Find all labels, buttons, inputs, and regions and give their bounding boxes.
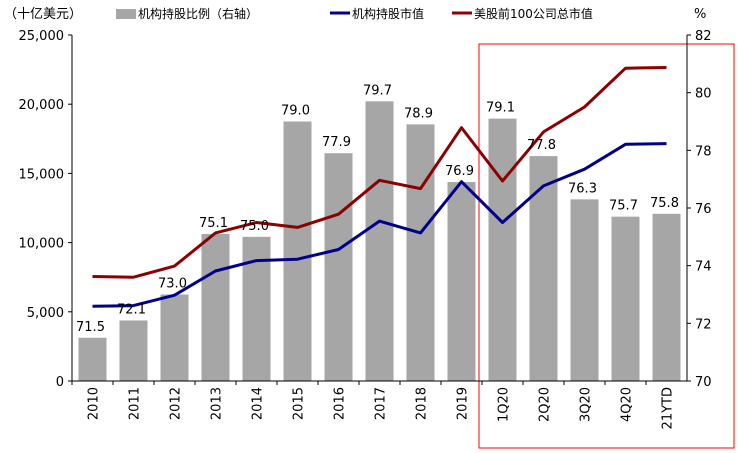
right-tick-label-82: 82 xyxy=(695,29,712,44)
highlight-layer xyxy=(478,43,735,449)
x-tick-label-2018: 2018 xyxy=(415,387,430,420)
bar-2012 xyxy=(160,294,189,381)
bar-value-label-4Q20: 75.7 xyxy=(609,199,638,214)
bar-value-label-1Q20: 79.1 xyxy=(486,101,515,116)
x-tick-label-2Q20: 2Q20 xyxy=(538,387,553,422)
bar-value-label-2019: 76.9 xyxy=(445,164,474,179)
labels-layer: 71.5 72.1 73.0 75.1 75.0 79.0 77.9 79.7 78.9 76.9… xyxy=(76,83,679,334)
bar-value-label-2011: 72.1 xyxy=(117,302,146,317)
x-tick-label-1Q20: 1Q20 xyxy=(497,387,512,422)
bars-layer xyxy=(78,101,681,382)
left-tick-label-25,000: 25,000 xyxy=(19,29,65,44)
left-axis-title: （十亿美元） xyxy=(4,7,82,22)
bar-2013 xyxy=(201,233,230,381)
x-tick-label-21YTD: 21YTD xyxy=(661,387,676,429)
x-tick-label-2012: 2012 xyxy=(169,387,184,420)
legend-swatch-bars xyxy=(116,9,136,19)
bar-value-label-2018: 78.9 xyxy=(404,106,433,121)
x-tick-label-2016: 2016 xyxy=(333,387,348,420)
bar-value-label-2014: 75.0 xyxy=(240,219,269,234)
line-series-1 xyxy=(92,142,667,308)
bar-value-label-2013: 75.1 xyxy=(199,216,228,231)
left-tick-label-10,000: 10,000 xyxy=(19,237,65,252)
bar-value-label-2016: 77.9 xyxy=(322,135,351,150)
bar-2019 xyxy=(447,182,476,381)
right-tick-label-76: 76 xyxy=(695,202,712,217)
bar-value-label-2010: 71.5 xyxy=(76,320,105,335)
legend: 机构持股比例（右轴） 机构持股市值 美股前100公司总市值 xyxy=(116,6,593,21)
bar-value-label-2015: 79.0 xyxy=(281,104,310,119)
bar-1Q20 xyxy=(488,118,517,381)
x-tick-label-2019: 2019 xyxy=(456,387,471,420)
left-tick-label-5,000: 5,000 xyxy=(27,306,64,321)
x-tick-label-3Q20: 3Q20 xyxy=(579,387,594,422)
bar-2017 xyxy=(365,101,394,382)
line-series-2 xyxy=(92,66,667,279)
bar-value-label-3Q20: 76.3 xyxy=(568,181,597,196)
x-tick-label-2011: 2011 xyxy=(128,387,143,420)
bar-value-label-2012: 73.0 xyxy=(158,277,187,292)
bar-2015 xyxy=(283,121,312,381)
highlight-box xyxy=(478,43,735,449)
x-tick-label-2015: 2015 xyxy=(292,387,307,420)
bar-value-label-21YTD: 75.8 xyxy=(650,196,679,211)
bar-2016 xyxy=(324,153,353,381)
x-tick-label-4Q20: 4Q20 xyxy=(620,387,635,422)
bar-3Q20 xyxy=(570,199,599,381)
bar-2014 xyxy=(242,236,271,381)
left-tick-label-0: 0 xyxy=(56,375,64,390)
right-tick-label-74: 74 xyxy=(695,260,712,275)
bar-2Q20 xyxy=(529,156,558,381)
bar-value-label-2017: 79.7 xyxy=(363,83,392,98)
left-tick-label-20,000: 20,000 xyxy=(19,98,65,113)
x-tick-label-2013: 2013 xyxy=(210,387,225,420)
right-axis-title: % xyxy=(694,7,706,22)
legend-label-line-2: 美股前100公司总市值 xyxy=(474,6,593,21)
lines-layer xyxy=(92,66,667,308)
right-tick-label-80: 80 xyxy=(695,87,712,102)
bar-2018 xyxy=(406,124,435,381)
x-tick-label-2014: 2014 xyxy=(251,387,266,420)
bar-2010 xyxy=(78,337,107,381)
x-tick-label-2010: 2010 xyxy=(87,387,102,420)
legend-label-bars: 机构持股比例（右轴） xyxy=(138,6,258,21)
right-tick-label-78: 78 xyxy=(695,144,712,159)
right-tick-label-70: 70 xyxy=(695,375,712,390)
legend-label-line-1: 机构持股市值 xyxy=(352,6,424,21)
bar-2011 xyxy=(119,320,148,381)
right-tick-label-72: 72 xyxy=(695,317,712,332)
x-tick-label-2017: 2017 xyxy=(374,387,389,420)
bar-4Q20 xyxy=(611,216,640,381)
axes-layer: 0 5,000 10,000 15,000 20,000 25,000 70 72 74 76 78… xyxy=(19,29,712,429)
left-tick-label-15,000: 15,000 xyxy=(19,167,65,182)
bar-value-label-2Q20: 77.8 xyxy=(527,138,556,153)
bar-21YTD xyxy=(652,213,681,381)
